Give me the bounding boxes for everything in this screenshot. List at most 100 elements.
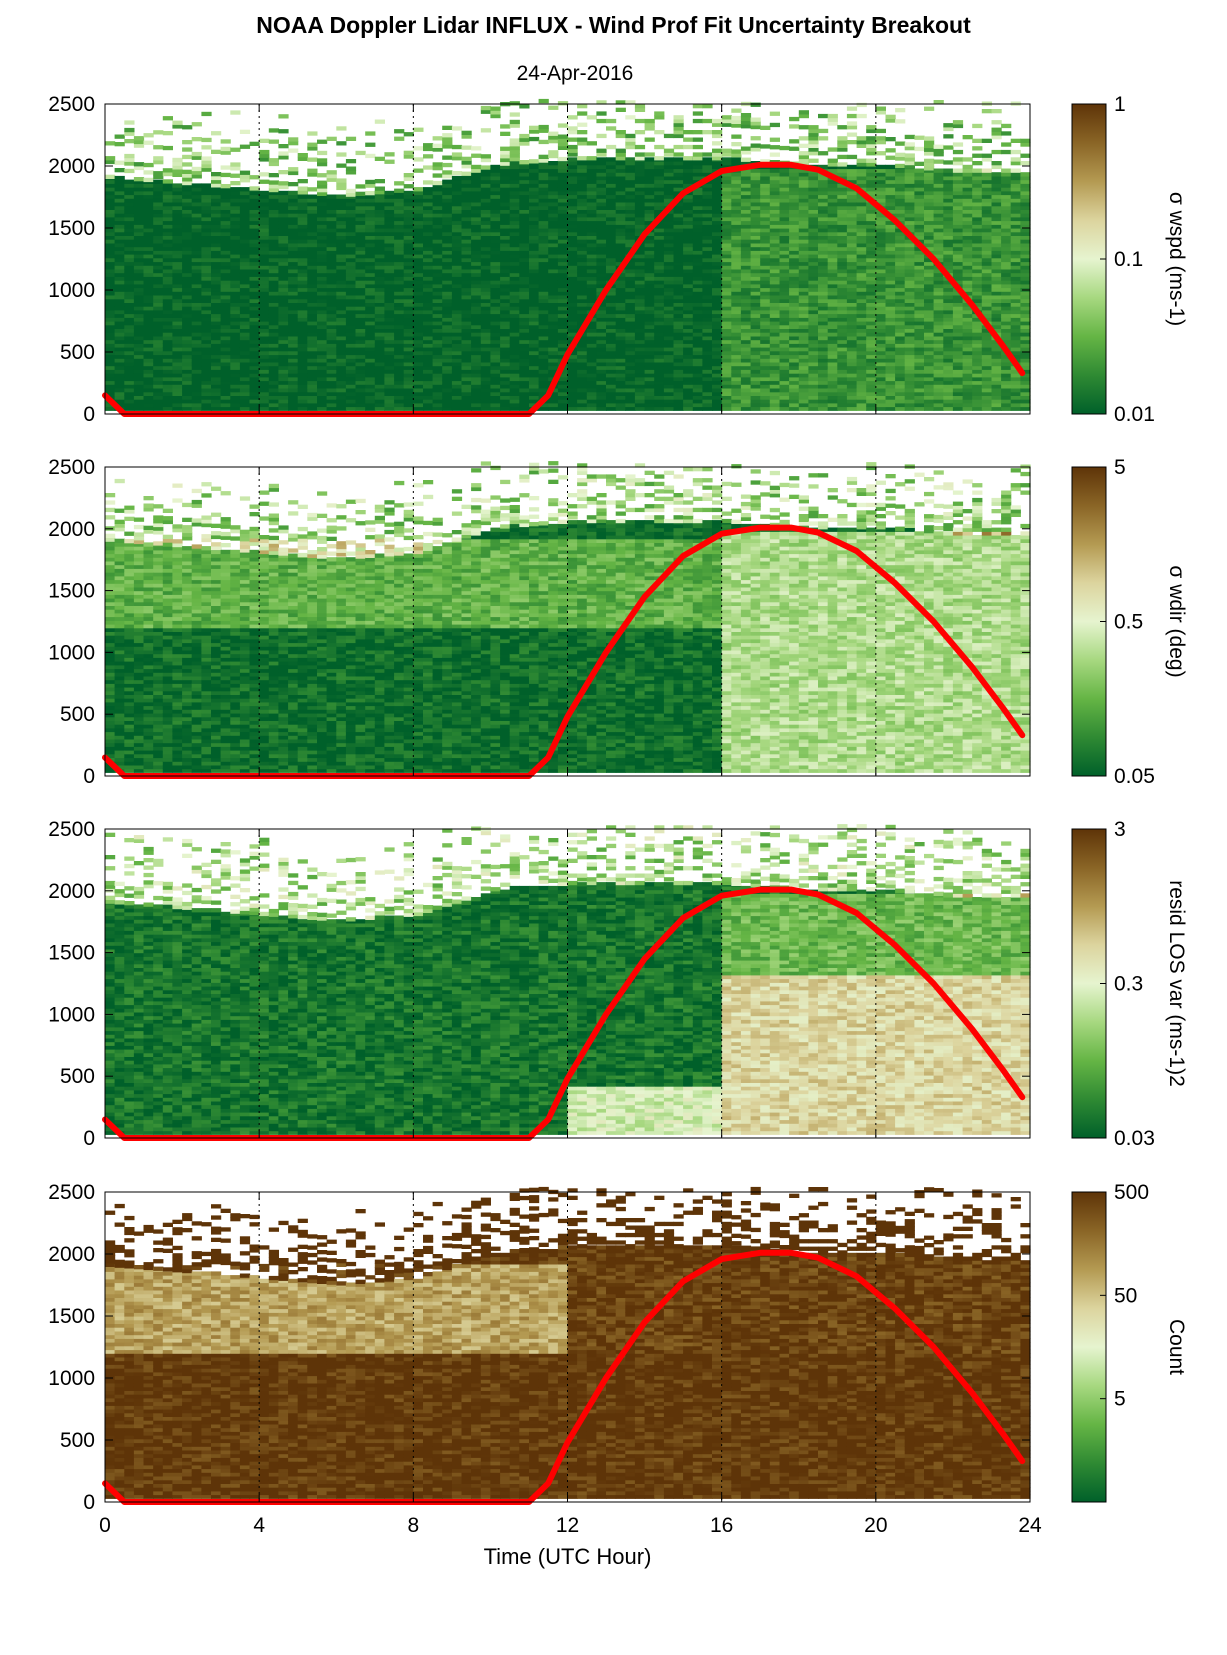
heatmap-cell [336,402,347,408]
heatmap-cell [124,202,135,207]
heatmap-cell [692,242,703,248]
heatmap-cell [567,148,578,153]
heatmap-cell [297,324,308,329]
heatmap-cell [336,163,347,168]
heatmap-cell [345,365,357,370]
heatmap-cell [220,313,231,318]
heatmap-cell [162,406,173,411]
heatmap-cell [153,343,164,348]
heatmap-cell [538,257,549,263]
heatmap-cell [220,194,231,199]
heatmap-cell [249,354,260,359]
heatmap-cell [374,250,385,255]
heatmap-cell [172,124,183,129]
heatmap-cell [345,399,357,404]
heatmap-cell [374,231,385,236]
heatmap-cell [153,402,164,408]
heatmap-cell [288,213,299,218]
heatmap-cell [259,324,270,329]
heatmap-cell [663,148,675,153]
heatmap-cell [365,309,376,315]
heatmap-cell [548,302,559,307]
heatmap-cell [211,235,222,240]
heatmap-cell [644,220,655,225]
heatmap-cell [133,328,145,333]
heatmap-cell [317,139,328,144]
heatmap-cell [702,216,713,222]
heatmap-cell [105,205,116,210]
heatmap-cell [702,205,713,210]
heatmap-cell [750,175,761,181]
heatmap-cell [712,335,723,341]
heatmap-cell [162,369,173,374]
heatmap-cell [317,324,328,329]
heatmap-cell [673,298,684,303]
heatmap-cell [365,205,376,210]
heatmap-cell [432,198,443,203]
heatmap-cell [162,309,173,315]
heatmap-cell [394,391,405,396]
heatmap-cell [509,361,520,367]
heatmap-cell [162,343,173,348]
heatmap-cell [769,350,780,356]
heatmap-cell [162,145,173,151]
heatmap-cell [230,254,241,259]
heatmap-cell [268,242,279,248]
heatmap-cell [124,295,135,300]
heatmap-cell [480,261,491,266]
heatmap-cell [345,202,357,207]
heatmap-cell [673,321,684,326]
heatmap-cell [307,287,318,292]
heatmap-cell [673,365,684,370]
heatmap-cell [740,116,752,121]
heatmap-cell [509,335,520,341]
heatmap-cell [451,402,463,408]
heatmap-cell [345,380,357,385]
heatmap-cell [519,242,530,248]
heatmap-cell [692,144,703,150]
heatmap-cell [442,295,453,300]
heatmap-cell [201,328,212,333]
heatmap-cell [432,347,443,352]
heatmap-cell [740,194,752,199]
heatmap-cell [712,298,723,303]
heatmap-cell [191,280,202,285]
heatmap-cell [548,220,559,225]
heatmap-cell [114,358,125,363]
heatmap-cell [750,220,761,225]
heatmap-cell [317,188,328,193]
heatmap-cell [769,347,780,352]
heatmap-cell [268,205,279,210]
heatmap-cell [615,272,626,277]
heatmap-cell [731,231,742,236]
heatmap-cell [249,242,260,248]
heatmap-cell [548,209,559,214]
heatmap-cell [615,306,626,311]
heatmap-cell [615,250,626,255]
heatmap-cell [143,395,154,400]
heatmap-cell [567,228,578,233]
heatmap-cell [374,239,385,244]
heatmap-cell [712,283,723,289]
heatmap-cell [365,354,376,359]
heatmap-cell [268,391,279,396]
heatmap-cell [413,213,424,218]
heatmap-cell [644,343,655,348]
heatmap-cell [702,298,713,303]
heatmap-cell [432,250,443,255]
heatmap-cell [615,343,626,348]
heatmap-cell [239,335,251,341]
heatmap-cell [789,361,800,367]
heatmap-cell [789,384,800,389]
heatmap-cell [557,179,569,184]
heatmap-cell [789,268,800,274]
heatmap-cell [423,205,434,210]
heatmap-cell [789,283,800,289]
heatmap-cell [182,402,193,408]
heatmap-cell [712,231,723,236]
heatmap-cell [326,402,337,408]
heatmap-cell [268,231,279,236]
heatmap-cell [480,332,491,337]
heatmap-cell [683,373,694,378]
heatmap-cell [307,276,318,281]
